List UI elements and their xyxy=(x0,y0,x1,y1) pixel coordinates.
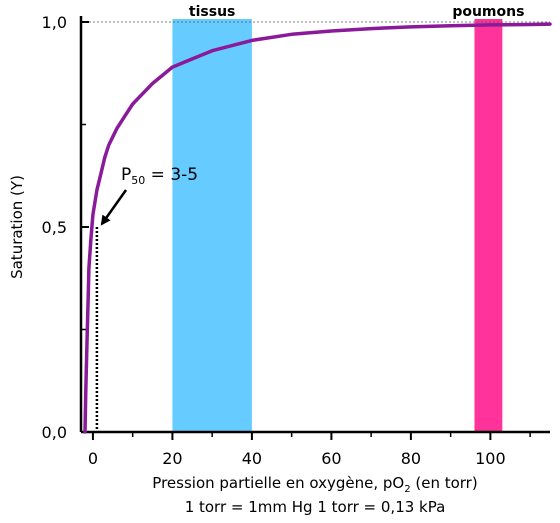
y-axis-title: Saturation (Y) xyxy=(8,175,26,279)
annotation-layer: P50 = 3-5 xyxy=(95,165,198,432)
p50-annotation-sub: 50 xyxy=(131,174,145,187)
y-tick-label-1: 0,5 xyxy=(42,218,67,237)
x-tick-label-5: 100 xyxy=(475,449,506,468)
x-axis-title-suffix: (en torr) xyxy=(411,474,478,492)
x-tick-label-1: 20 xyxy=(162,449,182,468)
p50-arrow xyxy=(100,189,128,226)
x-axis-title-sub: 2 xyxy=(404,484,410,495)
y-tick-label-0: 0,0 xyxy=(42,423,67,442)
x-axis-title: Pression partielle en oxygène, pO2 (en t… xyxy=(152,474,477,495)
saturation-curve-0 xyxy=(83,22,552,434)
x-tick-label-4: 80 xyxy=(401,449,421,468)
band-1 xyxy=(474,19,503,432)
x-tick-label-0: 0 xyxy=(88,449,98,468)
x-tick-label-2: 40 xyxy=(242,449,262,468)
bands-layer: tissus poumons xyxy=(172,4,524,432)
y-tick-label-2: 1,0 xyxy=(42,13,67,32)
unit-note: 1 torr = 1mm Hg 1 torr = 0,13 kPa xyxy=(185,498,446,516)
p50-annotation: P50 = 3-5 xyxy=(121,165,198,187)
curve-layer xyxy=(83,22,552,434)
band-label-0: tissus xyxy=(189,4,235,20)
p50-annotation-main: P xyxy=(121,165,131,185)
band-0 xyxy=(172,19,252,432)
p50-annotation-value: = 3-5 xyxy=(145,165,198,185)
axes-layer: 0,0 0,5 1,0 0 20 40 60 80 100 xyxy=(42,13,550,468)
labels-layer: Saturation (Y) Pression partielle en oxyg… xyxy=(8,175,478,516)
x-tick-label-3: 60 xyxy=(321,449,341,468)
band-label-1: poumons xyxy=(452,4,524,20)
x-axis-title-main: Pression partielle en oxygène, pO xyxy=(152,474,404,492)
